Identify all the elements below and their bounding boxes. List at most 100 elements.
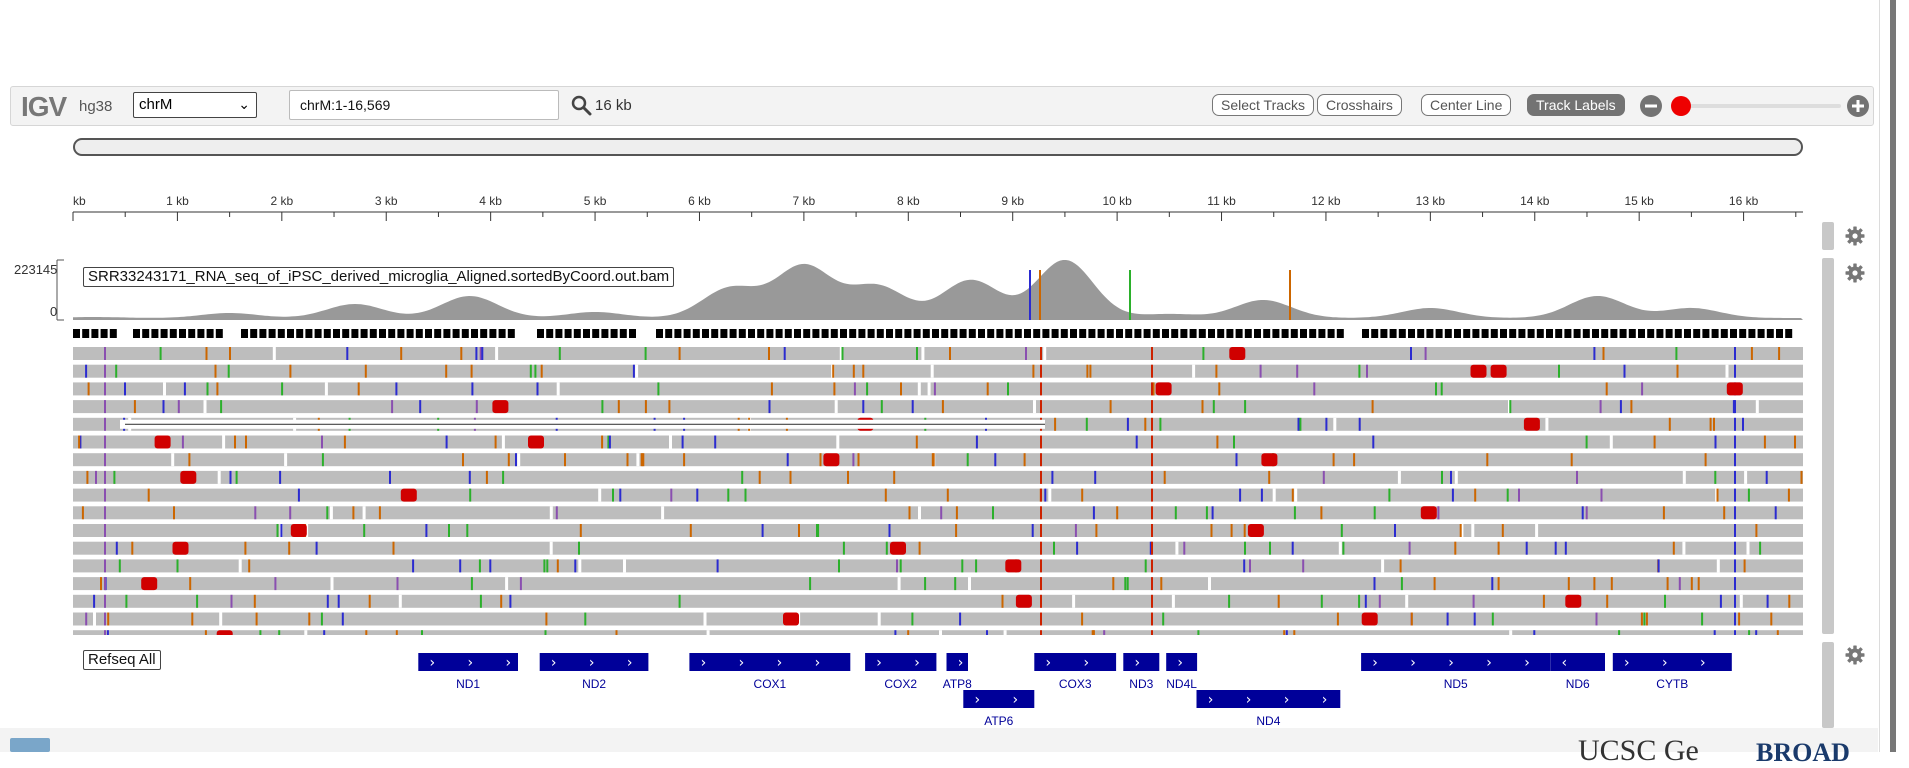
insertion-marker [104,506,106,520]
read-gap [836,435,840,449]
scrollbar-thumb[interactable] [1890,0,1896,752]
junction-block [1417,329,1425,338]
mismatch-tick [1358,594,1361,608]
strand-chevron: › [876,655,882,671]
center-line-button[interactable]: Center Line [1421,94,1512,116]
read-gap [1609,435,1613,449]
junction-block [1024,329,1031,338]
mismatch-tick [574,559,577,573]
mismatch-tick [274,577,277,591]
mismatch-tick [816,524,818,537]
refseq-track[interactable]: › › ›ND1› › ›ND2› › › ›COX1› ›COX2›ATP8› ›ATP6› ›C… [0,640,1820,725]
junction-block [546,329,554,338]
junction-block [1555,329,1563,338]
mismatch-tick [678,347,681,360]
mismatch-tick [124,382,126,396]
mismatch-tick [1716,488,1719,502]
junction-block [1309,329,1317,338]
mismatch-tick [448,524,450,537]
chromosome-ideogram[interactable] [73,138,1803,156]
mismatch-tick [502,470,505,484]
mismatch-tick [321,435,323,449]
gene-body [865,653,937,671]
strand-chevron: › [1448,655,1454,671]
gear-icon[interactable] [1845,645,1865,665]
gear-icon[interactable] [1845,226,1865,246]
strand-chevron: ‹ [1561,655,1567,671]
mismatch-tick [1774,506,1777,520]
page-scrollbar[interactable] [1879,0,1909,752]
select-tracks-button[interactable]: Select Tracks [1212,94,1315,116]
mismatch-tick [1776,630,1779,635]
strand-chevron: › [467,655,473,671]
mismatch-tick [1440,382,1443,396]
junction-block [619,329,627,338]
read-gap [329,506,333,520]
mismatch-tick [470,364,473,378]
strand-chevron: › [777,655,783,671]
mismatch-tick [626,453,629,467]
mismatch-tick [1023,453,1026,467]
mismatch-tick [584,612,587,626]
mismatch-tick [1373,506,1376,520]
mismatch-tick [1126,417,1129,431]
mismatch-cluster [290,524,307,537]
zoom-out-icon[interactable] [1639,94,1663,118]
mismatch-tick [838,559,840,573]
genome-label[interactable]: hg38 [79,98,113,115]
zoom-in-icon[interactable] [1846,94,1870,118]
gene-feature-nd4l: › ND4L [1166,653,1197,691]
mismatch-tick [545,612,548,626]
junction-block [498,329,506,338]
junction-block [555,329,563,338]
mismatch-tick [87,382,90,396]
mismatch-tick [1162,612,1165,626]
mismatch-tick [1570,453,1573,467]
read-gap [517,453,521,467]
mismatch-tick [462,453,464,467]
coverage-min-label: 0 [50,304,58,319]
track-labels-button[interactable]: Track Labels [1527,94,1625,116]
junction-block [1702,329,1710,338]
ruler-tick-label: 10 kb [1102,194,1132,208]
zoom-slider-handle[interactable] [1671,96,1691,116]
mismatch-tick [1618,630,1621,635]
read-gap [1716,559,1720,573]
junction-block [1435,329,1443,338]
mismatch-tick [1151,594,1153,608]
mismatch-tick [1239,488,1242,502]
chromosome-select[interactable]: chrM ⌄ [133,92,257,118]
read-row [73,506,1803,520]
mismatch-tick [1183,541,1186,555]
read-gap [549,506,553,520]
ruler-tick-label: 4 kb [479,194,502,208]
mismatch-tick [1269,541,1271,555]
mismatch-tick [1372,435,1375,449]
junction-block [904,329,912,338]
gene-feature-nd5: › › › › › ND5 [1361,653,1551,691]
locus-search-input[interactable]: chrM:1-16,569 [289,90,559,120]
ruler-tick-label: 9 kb [1001,194,1024,208]
junction-block [775,329,783,338]
gene-label: ND4 [1256,714,1280,725]
gear-icon[interactable] [1845,263,1865,283]
mismatch-tick [391,400,394,414]
alignment-track[interactable] [0,250,1820,635]
insertion-marker [104,400,106,414]
mismatch-tick [229,470,232,484]
search-icon[interactable] [570,94,592,116]
mismatch-tick [1092,630,1095,635]
zoom-slider[interactable] [1681,104,1841,108]
mismatch-tick [1151,541,1153,555]
mismatch-tick [216,382,219,396]
gene-feature-nd3: › ND3 [1123,653,1160,691]
junction-block [1079,329,1087,338]
mismatch-tick [619,488,622,502]
junction-block [73,329,80,338]
read-gap [495,347,499,360]
gene-body [1361,653,1551,671]
mismatch-tick [1340,524,1343,537]
junction-block [1171,329,1179,338]
read-gap [1744,470,1748,484]
crosshairs-button[interactable]: Crosshairs [1317,94,1402,116]
